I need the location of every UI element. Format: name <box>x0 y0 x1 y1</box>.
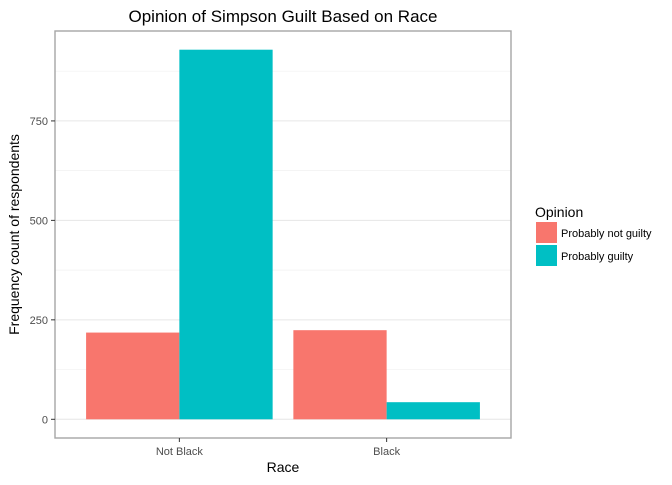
x-axis-title: Race <box>267 459 300 475</box>
legend-title: Opinion <box>535 204 583 220</box>
y-axis-ticks: 0 250 500 750 <box>30 116 55 426</box>
grid-minor <box>55 70 511 370</box>
legend-label: Probably guilty <box>561 251 634 263</box>
bar <box>386 402 480 420</box>
y-tick-label: 500 <box>30 215 48 227</box>
x-axis-ticks: Not Black Black <box>156 438 401 458</box>
y-tick-label: 750 <box>30 116 48 128</box>
bar <box>293 330 387 420</box>
legend-items: Probably not guilty Probably guilty <box>536 222 652 266</box>
chart-title: Opinion of Simpson Guilt Based on Race <box>128 7 437 26</box>
x-tick-label: Not Black <box>156 446 204 458</box>
y-tick-label: 250 <box>30 315 48 327</box>
legend: Opinion Probably not guilty Probably guil… <box>535 204 652 266</box>
legend-key <box>536 222 557 243</box>
x-tick-label: Black <box>373 446 400 458</box>
bar <box>86 332 180 420</box>
bar <box>179 49 273 420</box>
panel-border <box>54 30 512 439</box>
bars <box>86 49 480 420</box>
y-tick-label: 0 <box>42 414 48 426</box>
y-axis-title: Frequency count of respondents <box>6 134 22 335</box>
legend-label: Probably not guilty <box>561 228 652 240</box>
legend-key <box>536 245 557 266</box>
